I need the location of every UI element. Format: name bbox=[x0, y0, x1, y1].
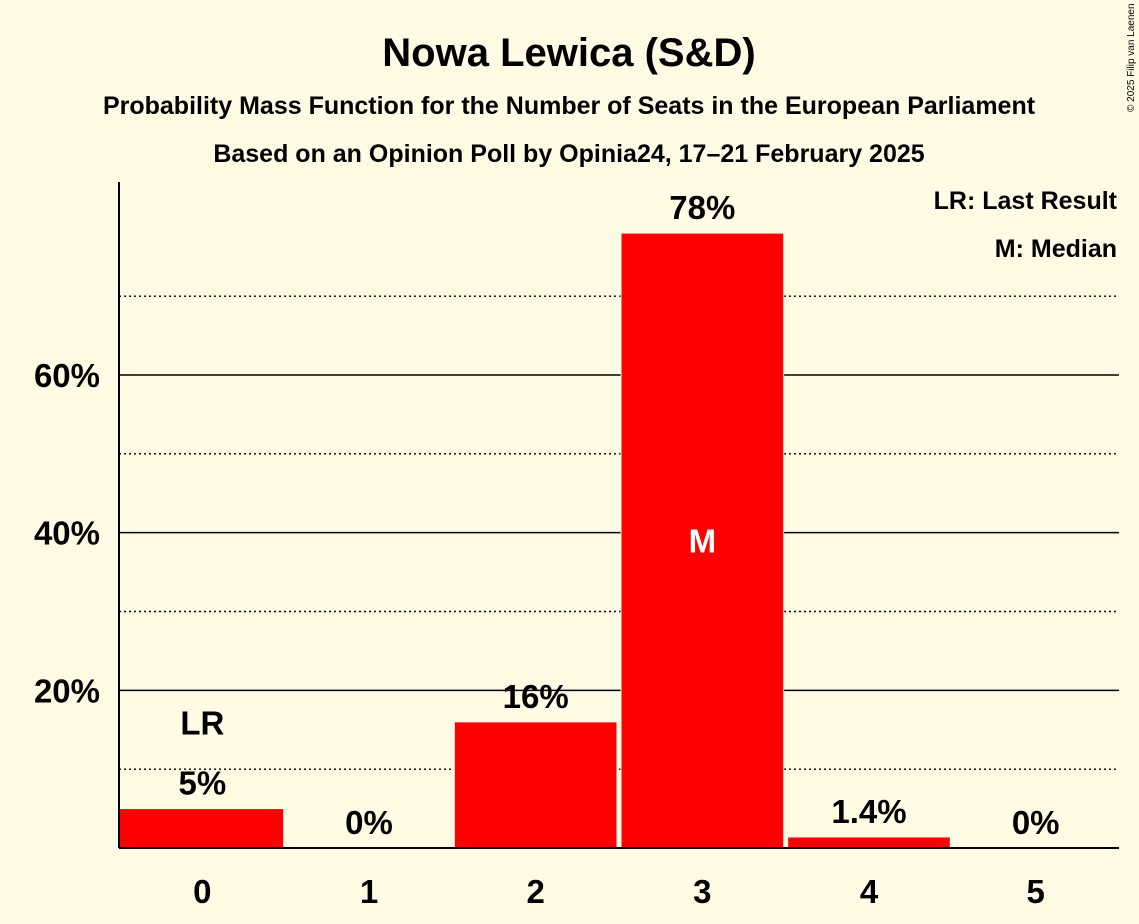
bars bbox=[118, 232, 951, 849]
x-tick-label: 4 bbox=[860, 873, 879, 910]
axes bbox=[118, 182, 1119, 849]
y-tick-label: 40% bbox=[34, 515, 100, 552]
data-label: 1.4% bbox=[831, 793, 906, 830]
bar bbox=[118, 808, 285, 849]
x-tick-label: 5 bbox=[1026, 873, 1044, 910]
bar bbox=[453, 721, 618, 849]
chart-subtitle: Probability Mass Function for the Number… bbox=[103, 92, 1036, 120]
data-label: 0% bbox=[1012, 804, 1060, 841]
bar bbox=[787, 836, 951, 849]
copyright-text: © 2025 Filip van Laenen bbox=[1126, 3, 1137, 112]
legend-median: M: Median bbox=[995, 235, 1117, 263]
legend-last-result: LR: Last Result bbox=[934, 187, 1118, 215]
data-label: 78% bbox=[669, 189, 735, 226]
data-label: 0% bbox=[345, 804, 393, 841]
bar bbox=[620, 232, 785, 849]
y-tick-label: 60% bbox=[34, 357, 100, 394]
chart-title: Nowa Lewica (S&D) bbox=[382, 31, 755, 75]
chart-subtitle-poll: Based on an Opinion Poll by Opinia24, 17… bbox=[213, 140, 924, 168]
x-tick-label: 1 bbox=[360, 873, 378, 910]
x-tick-label: 2 bbox=[526, 873, 544, 910]
data-label: 5% bbox=[178, 765, 226, 802]
x-tick-label: 3 bbox=[693, 873, 711, 910]
x-tick-label: 0 bbox=[193, 873, 211, 910]
gridlines: 20% 40% 60% bbox=[34, 295, 1119, 770]
median-marker: M bbox=[689, 523, 717, 560]
data-labels: 5% 0 LR 0% 1 16% 2 78% 3 M 1.4% 4 0% 5 bbox=[178, 189, 1059, 910]
y-tick-label: 20% bbox=[34, 672, 100, 709]
last-result-marker: LR bbox=[180, 705, 224, 742]
data-label: 16% bbox=[503, 678, 569, 715]
